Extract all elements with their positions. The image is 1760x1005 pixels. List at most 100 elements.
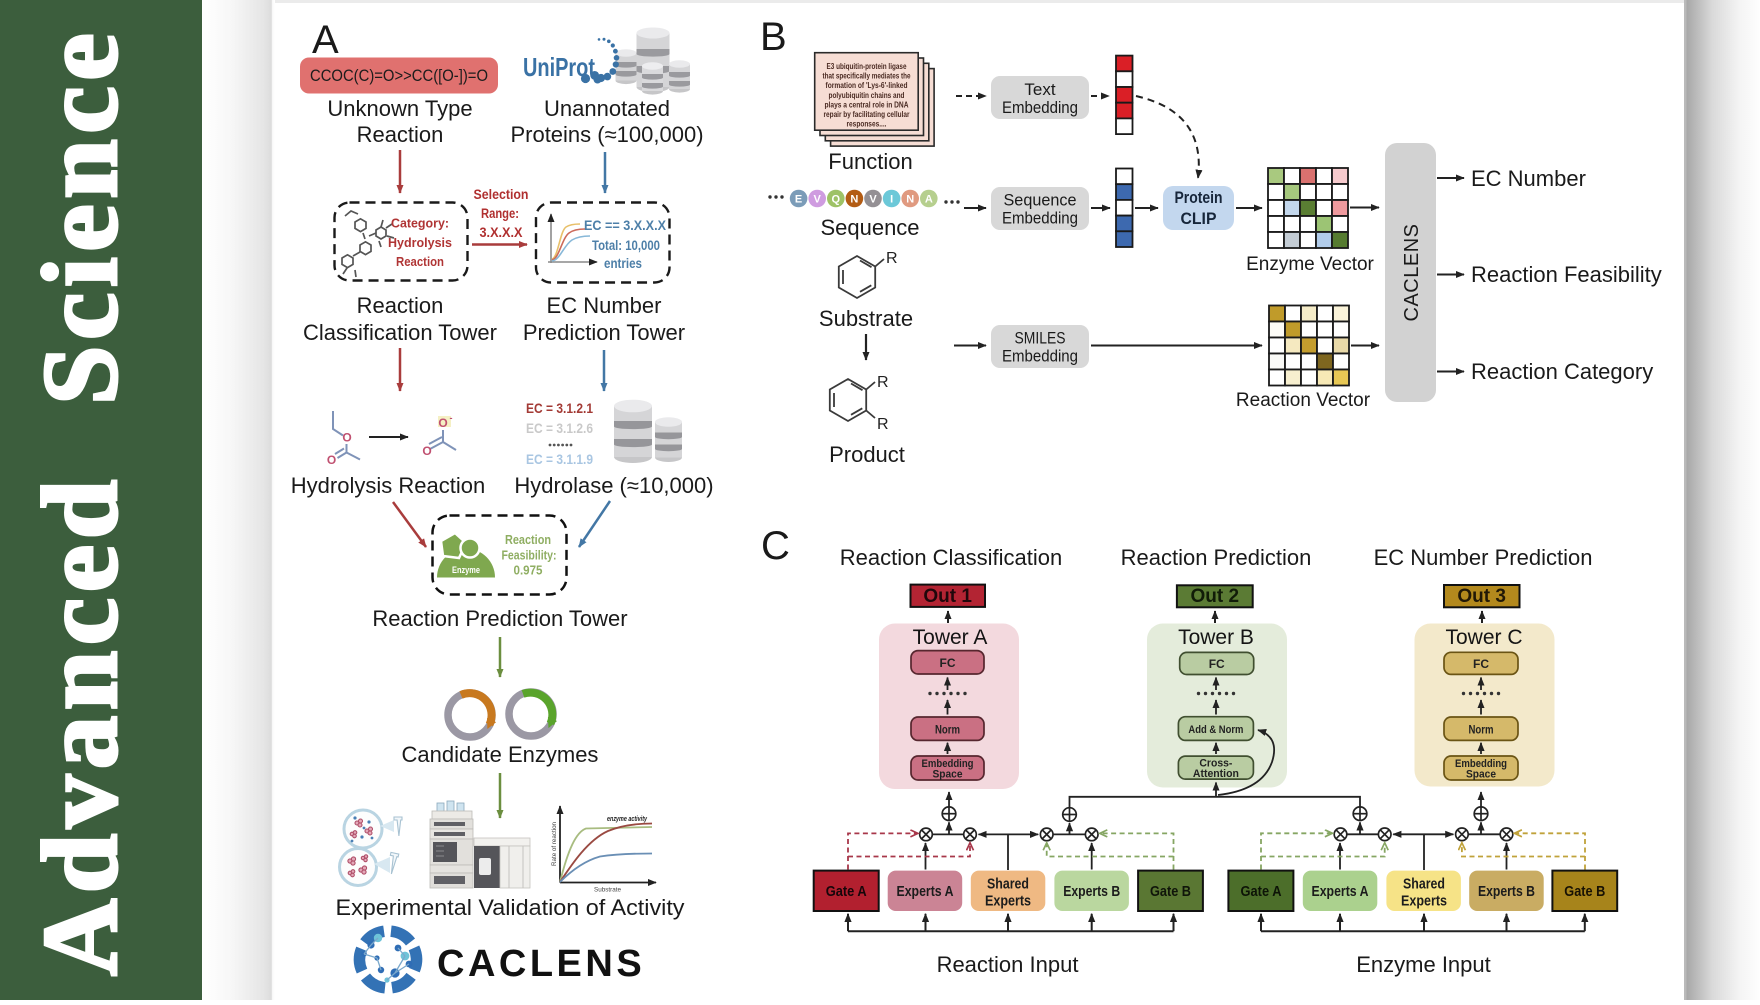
svg-text:Substrate: Substrate	[594, 887, 621, 894]
svg-text:Experts: Experts	[1401, 894, 1447, 910]
svg-text:Sequence: Sequence	[820, 215, 919, 240]
svg-text:EC Number: EC Number	[547, 293, 662, 318]
svg-text:FC: FC	[1473, 657, 1489, 671]
svg-text:O: O	[327, 453, 336, 467]
svg-text:Norm: Norm	[1469, 725, 1494, 737]
svg-text:Norm: Norm	[935, 725, 960, 737]
svg-text:Reaction: Reaction	[357, 122, 444, 147]
svg-text:Out 2: Out 2	[1191, 586, 1240, 607]
svg-text:Space: Space	[933, 769, 963, 781]
svg-text:EC = 3.1.1.9: EC = 3.1.1.9	[526, 451, 593, 467]
svg-text:Hydrolysis Reaction: Hydrolysis Reaction	[291, 473, 485, 498]
svg-text:R: R	[886, 250, 898, 267]
svg-text:formation of 'Lys-6'-linked: formation of 'Lys-6'-linked	[826, 80, 908, 90]
svg-text:Experts A: Experts A	[897, 884, 954, 900]
svg-text:Experts: Experts	[985, 894, 1031, 910]
svg-text:-: -	[450, 413, 453, 423]
svg-text:R: R	[877, 416, 889, 433]
svg-text:Gate A: Gate A	[826, 884, 867, 900]
svg-text:Total: 10,000: Total: 10,000	[592, 237, 660, 253]
svg-text:Hydrolysis: Hydrolysis	[388, 235, 452, 250]
svg-text:Embedding: Embedding	[1002, 209, 1078, 228]
svg-text:3.X.X.X: 3.X.X.X	[480, 225, 523, 240]
svg-text:plays a central role in DNA: plays a central role in DNA	[825, 99, 909, 109]
svg-text:entries: entries	[604, 255, 642, 271]
svg-text:N: N	[850, 194, 858, 206]
svg-text:FC: FC	[940, 656, 956, 670]
svg-text:Tower C: Tower C	[1445, 626, 1522, 649]
svg-text:Unknown Type: Unknown Type	[327, 96, 472, 121]
svg-text:Classification Tower: Classification Tower	[303, 320, 497, 345]
svg-text:Advanced: Advanced	[22, 474, 140, 976]
svg-text:Shared: Shared	[987, 877, 1029, 893]
svg-text:C: C	[761, 524, 790, 568]
svg-text:Science: Science	[22, 28, 140, 405]
svg-text:Experts B: Experts B	[1478, 884, 1535, 900]
svg-text:Embedding: Embedding	[1002, 347, 1078, 366]
svg-text:EC = 3.1.2.1: EC = 3.1.2.1	[526, 400, 593, 416]
svg-text:Experts B: Experts B	[1063, 884, 1120, 900]
svg-text:Experts A: Experts A	[1312, 884, 1369, 900]
svg-text:Candidate Enzymes: Candidate Enzymes	[402, 742, 599, 767]
svg-text:Enzyme: Enzyme	[452, 565, 480, 576]
svg-text:V: V	[814, 194, 822, 206]
svg-text:Shared: Shared	[1403, 877, 1445, 893]
svg-text:Tower A: Tower A	[913, 626, 988, 649]
svg-text:EC Number: EC Number	[1471, 166, 1586, 191]
svg-text:B: B	[760, 15, 787, 59]
svg-text:Prediction Tower: Prediction Tower	[523, 320, 685, 345]
svg-text:Out 1: Out 1	[923, 586, 972, 607]
svg-text:Embedding: Embedding	[1455, 758, 1507, 770]
svg-text:Function: Function	[828, 149, 912, 174]
svg-text:Substrate: Substrate	[819, 306, 913, 331]
svg-text:enzyme activity: enzyme activity	[607, 816, 648, 823]
svg-text:V: V	[869, 194, 877, 206]
svg-text:EC == 3.X.X.X: EC == 3.X.X.X	[584, 217, 667, 233]
svg-text:Reaction: Reaction	[357, 293, 444, 318]
svg-text:Range:: Range:	[481, 206, 519, 221]
svg-text:Proteins (≈100,000): Proteins (≈100,000)	[510, 122, 703, 147]
svg-text:Q: Q	[832, 194, 841, 206]
svg-text:Space: Space	[1466, 769, 1496, 781]
svg-text:Sequence: Sequence	[1004, 191, 1077, 210]
svg-text:Reaction Prediction Tower: Reaction Prediction Tower	[372, 606, 627, 631]
svg-text:O: O	[342, 431, 351, 445]
svg-text:Enzyme Input: Enzyme Input	[1356, 952, 1491, 977]
svg-text:N: N	[906, 194, 914, 206]
svg-text:Rate of reaction: Rate of reaction	[551, 822, 558, 866]
svg-text:Reaction Category: Reaction Category	[1471, 359, 1653, 384]
svg-text:I: I	[890, 194, 893, 206]
svg-text:Reaction Classification: Reaction Classification	[840, 545, 1063, 570]
svg-text:FC: FC	[1209, 657, 1225, 671]
svg-text:Hydrolase (≈10,000): Hydrolase (≈10,000)	[514, 473, 713, 498]
svg-text:Out 3: Out 3	[1457, 586, 1506, 607]
svg-text:EC Number Prediction: EC Number Prediction	[1374, 545, 1593, 570]
svg-text:Protein: Protein	[1175, 188, 1223, 207]
svg-text:CCOC(C)=O>>CC([O-])=O: CCOC(C)=O>>CC([O-])=O	[310, 67, 488, 85]
svg-text:Text: Text	[1024, 80, 1055, 99]
svg-text:Reaction Prediction: Reaction Prediction	[1121, 545, 1312, 570]
svg-text:A: A	[312, 18, 339, 62]
svg-text:E: E	[795, 194, 802, 206]
svg-text:repair by facilitating cellula: repair by facilitating cellular	[824, 109, 910, 119]
svg-text:Gate B: Gate B	[1150, 884, 1191, 900]
svg-text:Enzyme Vector: Enzyme Vector	[1246, 254, 1374, 275]
svg-text:Unannotated: Unannotated	[544, 96, 670, 121]
svg-text:that specifically mediates the: that specifically mediates the	[823, 71, 911, 81]
svg-text:Gate A: Gate A	[1241, 884, 1282, 900]
svg-text:Experimental Validation of Act: Experimental Validation of Activity	[336, 895, 685, 920]
svg-text:O: O	[438, 416, 447, 430]
svg-text:E3 ubiquitin-protein ligase: E3 ubiquitin-protein ligase	[827, 61, 907, 71]
svg-text:Reaction: Reaction	[396, 254, 444, 269]
svg-text:Reaction Input: Reaction Input	[937, 952, 1079, 977]
svg-text:Category:: Category:	[391, 216, 449, 231]
svg-text:A: A	[925, 194, 933, 206]
svg-text:polyubiquitin chains and: polyubiquitin chains and	[829, 90, 905, 100]
svg-text:Product: Product	[829, 442, 905, 467]
svg-text:Reaction: Reaction	[505, 532, 551, 547]
svg-text:CLIP: CLIP	[1181, 209, 1217, 228]
svg-text:Tower B: Tower B	[1178, 626, 1254, 649]
svg-text:Gate B: Gate B	[1564, 884, 1605, 900]
svg-text:CACLENS: CACLENS	[1401, 224, 1423, 322]
svg-text:responses....: responses....	[847, 119, 887, 129]
